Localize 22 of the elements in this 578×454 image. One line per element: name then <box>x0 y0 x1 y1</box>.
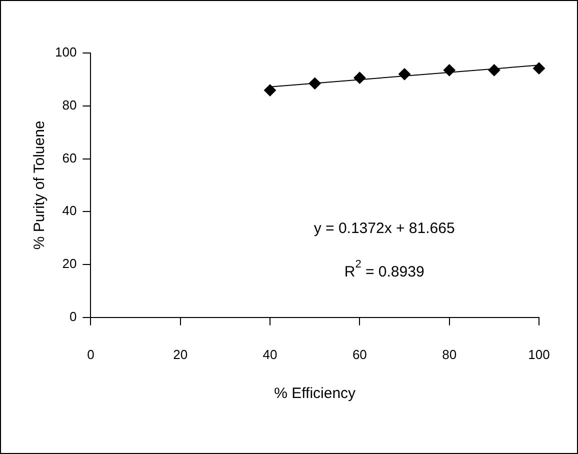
x-tick-label: 80 <box>442 346 457 362</box>
x-tick-label: 20 <box>173 346 188 362</box>
point <box>488 64 500 76</box>
point <box>354 72 366 84</box>
x-tick-label: 100 <box>528 346 550 362</box>
y-tick-label: 80 <box>62 97 77 112</box>
x-axis-title: % Efficiency <box>274 385 356 402</box>
x-tick-label: 40 <box>262 346 278 362</box>
y-axis-title: % Purity of Toluene <box>31 120 48 250</box>
y-tick-label: 40 <box>62 203 77 218</box>
point <box>398 68 411 80</box>
y-tick-label: 0 <box>69 308 77 324</box>
y-tick-label: 100 <box>54 44 77 60</box>
y-tick-label: 60 <box>62 150 77 166</box>
x-tick-label: 60 <box>352 346 367 362</box>
y-tick-label: 20 <box>62 256 77 272</box>
point <box>443 64 456 76</box>
x-tick-label: 0 <box>87 346 94 362</box>
point <box>308 77 321 90</box>
point <box>264 84 276 96</box>
annotation: y = 0.1372x + 81.665 <box>314 220 455 237</box>
point <box>533 62 545 74</box>
